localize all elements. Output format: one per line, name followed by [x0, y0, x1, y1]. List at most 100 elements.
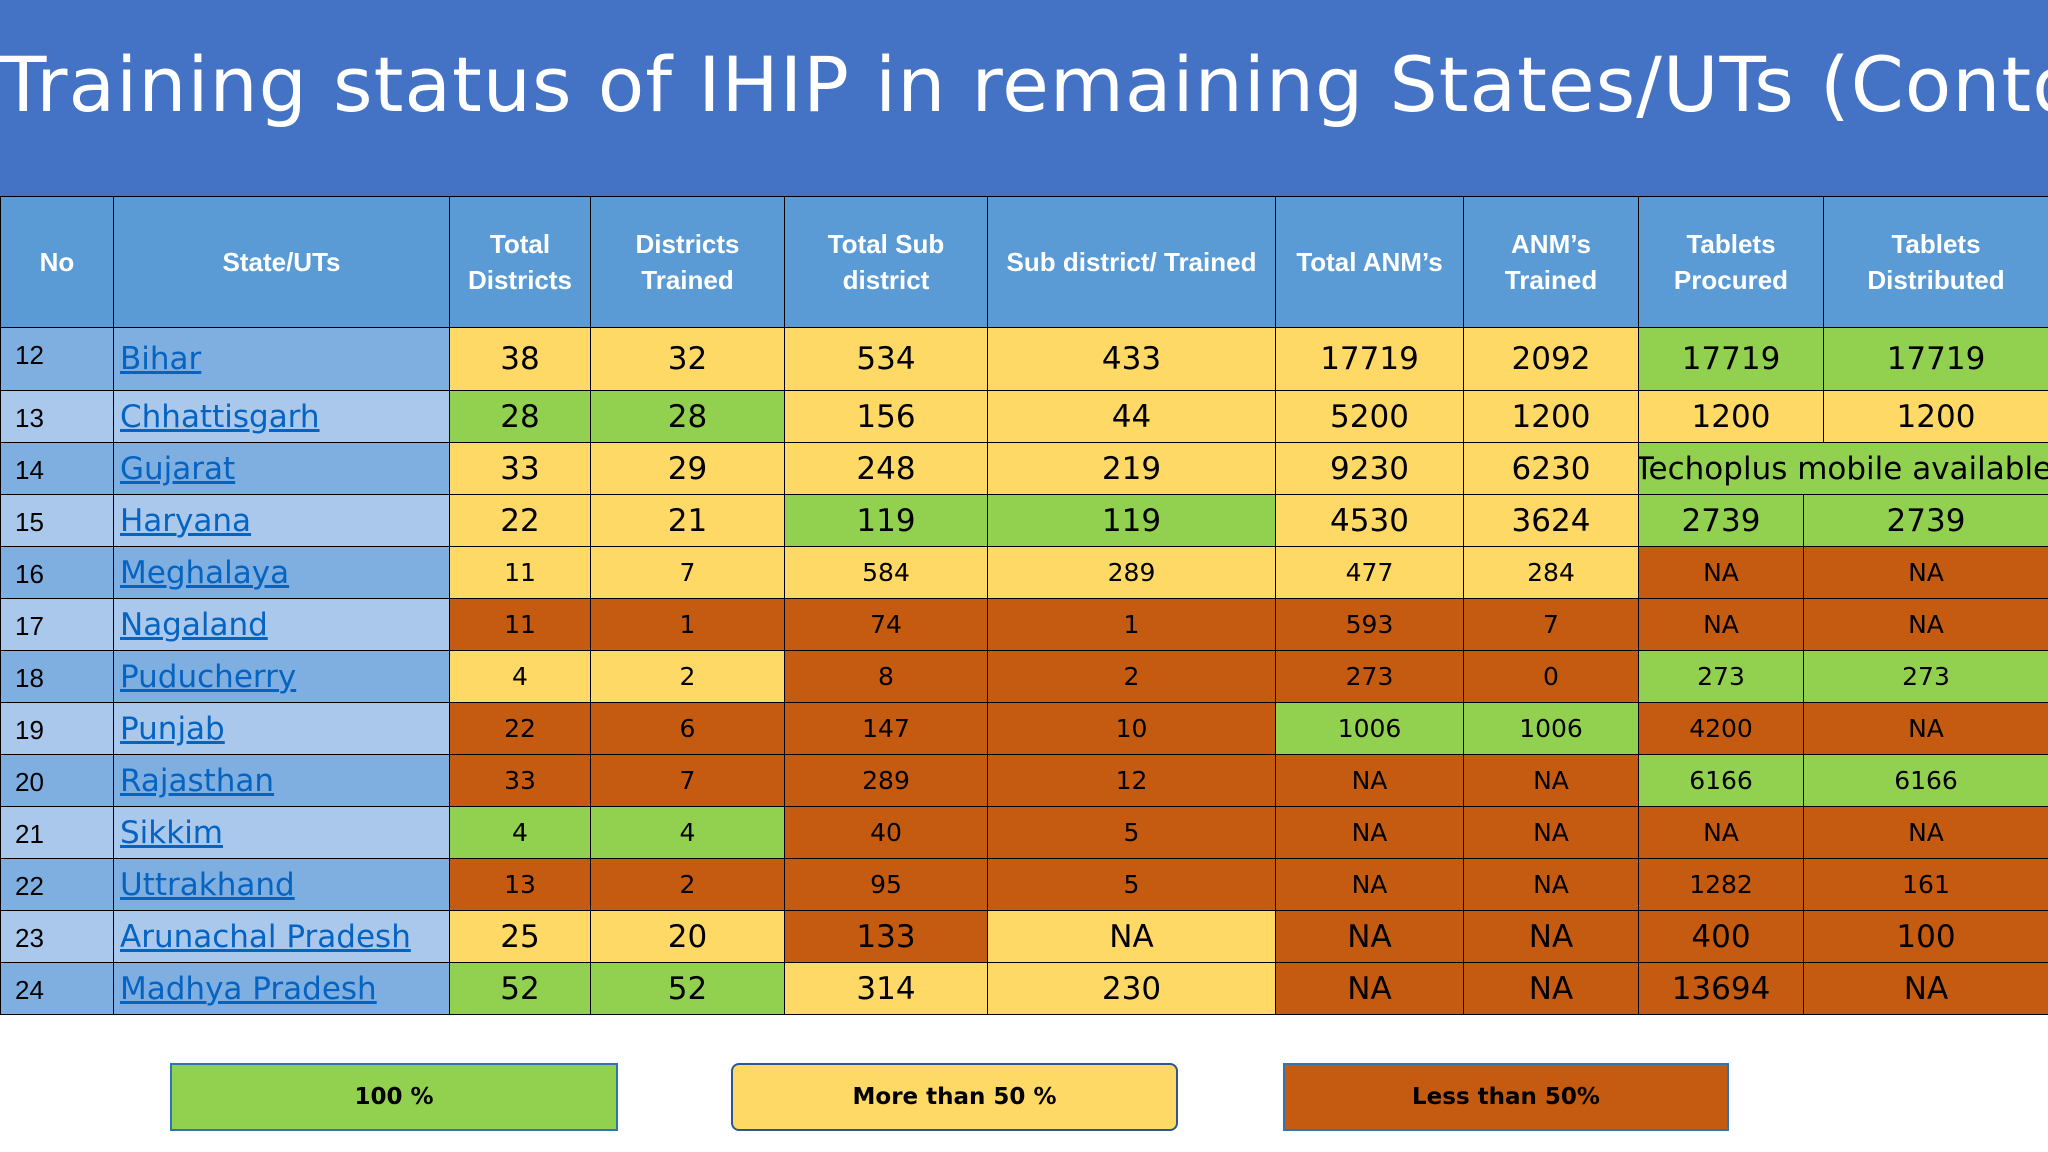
cell-value: 2739: [1681, 502, 1761, 539]
data-cell-sub-district-trained: 119: [987, 494, 1276, 547]
data-cell-total-anm: NA: [1275, 962, 1464, 1015]
data-cell-total-anm: 5200: [1275, 390, 1464, 443]
legend-100-percent: 100 %: [170, 1063, 618, 1131]
state-link[interactable]: Nagaland: [120, 606, 268, 643]
state-cell: Nagaland: [113, 598, 450, 651]
state-link[interactable]: Chhattisgarh: [120, 398, 320, 435]
data-cell-tablets-distributed: NA: [1803, 598, 2048, 651]
row-number: 20: [15, 767, 44, 797]
cell-value: 284: [1527, 558, 1575, 587]
col-header-sub-district-trained: Sub district/ Trained: [987, 196, 1276, 328]
data-cell-tablets-distributed: 273: [1803, 650, 2048, 703]
state-link[interactable]: Arunachal Pradesh: [120, 918, 411, 955]
data-cell-total-sub-district: 156: [784, 390, 988, 443]
col-header-no-label: No: [39, 247, 75, 277]
state-link[interactable]: Meghalaya: [120, 554, 290, 591]
data-cell-total-districts: 25: [449, 910, 591, 963]
state-link[interactable]: Madhya Pradesh: [120, 970, 377, 1007]
cell-value: 1200: [1691, 398, 1771, 435]
cell-value: 289: [1107, 558, 1156, 587]
data-cell-total-sub-district: 40: [784, 806, 988, 859]
data-cell-sub-district-trained: 289: [987, 546, 1276, 599]
cell-value: 13694: [1671, 970, 1771, 1007]
cell-value: 248: [856, 450, 916, 487]
state-link[interactable]: Puducherry: [120, 658, 297, 695]
col-header-anm-trained-label: ANM’s Trained: [1504, 229, 1598, 295]
cell-value: 4: [512, 818, 528, 847]
col-header-districts-trained: Districts Trained: [590, 196, 785, 328]
row-number-cell: 15: [0, 494, 114, 547]
data-cell-anm-trained: 7: [1463, 598, 1639, 651]
state-cell: Chhattisgarh: [113, 390, 450, 443]
data-cell-tablets-procured: 400: [1638, 910, 1804, 963]
state-link[interactable]: Sikkim: [120, 814, 224, 851]
cell-value: 6166: [1689, 766, 1753, 795]
data-cell-total-anm: NA: [1275, 858, 1464, 911]
data-cell-total-sub-district: 314: [784, 962, 988, 1015]
state-link[interactable]: Gujarat: [120, 450, 236, 487]
col-header-sub-district-trained-label: Sub district/ Trained: [1006, 247, 1257, 277]
row-number-cell: 17: [0, 598, 114, 651]
cell-value: 4200: [1689, 714, 1753, 743]
data-cell-total-anm: 477: [1275, 546, 1464, 599]
col-header-total-sub-district: Total Sub district: [784, 196, 988, 328]
data-cell-districts-trained: 21: [590, 494, 785, 547]
data-cell-anm-trained: 284: [1463, 546, 1639, 599]
state-link[interactable]: Uttrakhand: [120, 866, 295, 903]
cell-value: 1200: [1511, 398, 1591, 435]
cell-value: 2: [679, 662, 696, 691]
data-cell-sub-district-trained: 2: [987, 650, 1276, 703]
data-cell-districts-trained: 2: [590, 650, 785, 703]
data-cell-anm-trained: NA: [1463, 858, 1639, 911]
data-cell-tablets-procured: NA: [1638, 546, 1804, 599]
cell-value: NA: [1351, 870, 1388, 899]
state-cell: Meghalaya: [113, 546, 450, 599]
data-cell-total-districts: 52: [449, 962, 591, 1015]
data-cell-tablets-distributed: 6166: [1803, 754, 2048, 807]
data-cell-total-sub-district: 534: [784, 327, 988, 391]
state-link[interactable]: Bihar: [120, 341, 202, 377]
cell-value: 7: [679, 766, 696, 795]
data-cell-sub-district-trained: 1: [987, 598, 1276, 651]
state-link[interactable]: Punjab: [120, 710, 225, 747]
data-cell-tablets-distributed: NA: [1803, 806, 2048, 859]
cell-value: 119: [856, 502, 916, 539]
data-cell-total-anm: 273: [1275, 650, 1464, 703]
state-cell: Madhya Pradesh: [113, 962, 450, 1015]
cell-value: NA: [1703, 610, 1739, 639]
col-header-tablets-distributed-label: Tablets Distributed: [1867, 229, 2005, 295]
title-band: Training status of IHIP in remaining Sta…: [0, 0, 2048, 196]
data-cell-total-sub-district: 289: [784, 754, 988, 807]
cell-value: 22: [504, 714, 536, 743]
row-number-cell: 23: [0, 910, 114, 963]
col-header-state-label: State/UTs: [222, 247, 341, 277]
data-cell-total-districts: 22: [449, 702, 591, 755]
row-number: 13: [15, 403, 44, 433]
data-cell-tablets-distributed: 1200: [1823, 390, 2048, 443]
cell-value: 4: [679, 818, 696, 847]
data-cell-total-sub-district: 147: [784, 702, 988, 755]
data-cell-total-districts: 13: [449, 858, 591, 911]
cell-value: 40: [870, 818, 902, 847]
cell-value: 95: [870, 870, 902, 899]
state-link[interactable]: Rajasthan: [120, 762, 275, 799]
data-cell-anm-trained: 1200: [1463, 390, 1639, 443]
data-cell-sub-district-trained: 219: [987, 442, 1276, 495]
cell-value: NA: [1908, 558, 1944, 587]
cell-value: 3624: [1511, 502, 1591, 539]
state-cell: Bihar: [113, 327, 450, 391]
cell-value: NA: [1528, 970, 1574, 1007]
legend-label: More than 50 %: [852, 1084, 1057, 1110]
legend-less-than-50: Less than 50%: [1283, 1063, 1729, 1131]
cell-value: 314: [856, 970, 916, 1007]
cell-value: 22: [500, 502, 540, 539]
cell-value: NA: [1347, 970, 1392, 1007]
data-cell-total-districts: 33: [449, 754, 591, 807]
state-link[interactable]: Haryana: [120, 502, 252, 539]
data-cell-anm-trained: 0: [1463, 650, 1639, 703]
data-cell-total-districts: 22: [449, 494, 591, 547]
data-cell-districts-trained: 29: [590, 442, 785, 495]
data-cell-total-districts: 33: [449, 442, 591, 495]
cell-value: 5: [1123, 818, 1140, 847]
cell-value: 8: [878, 662, 894, 691]
